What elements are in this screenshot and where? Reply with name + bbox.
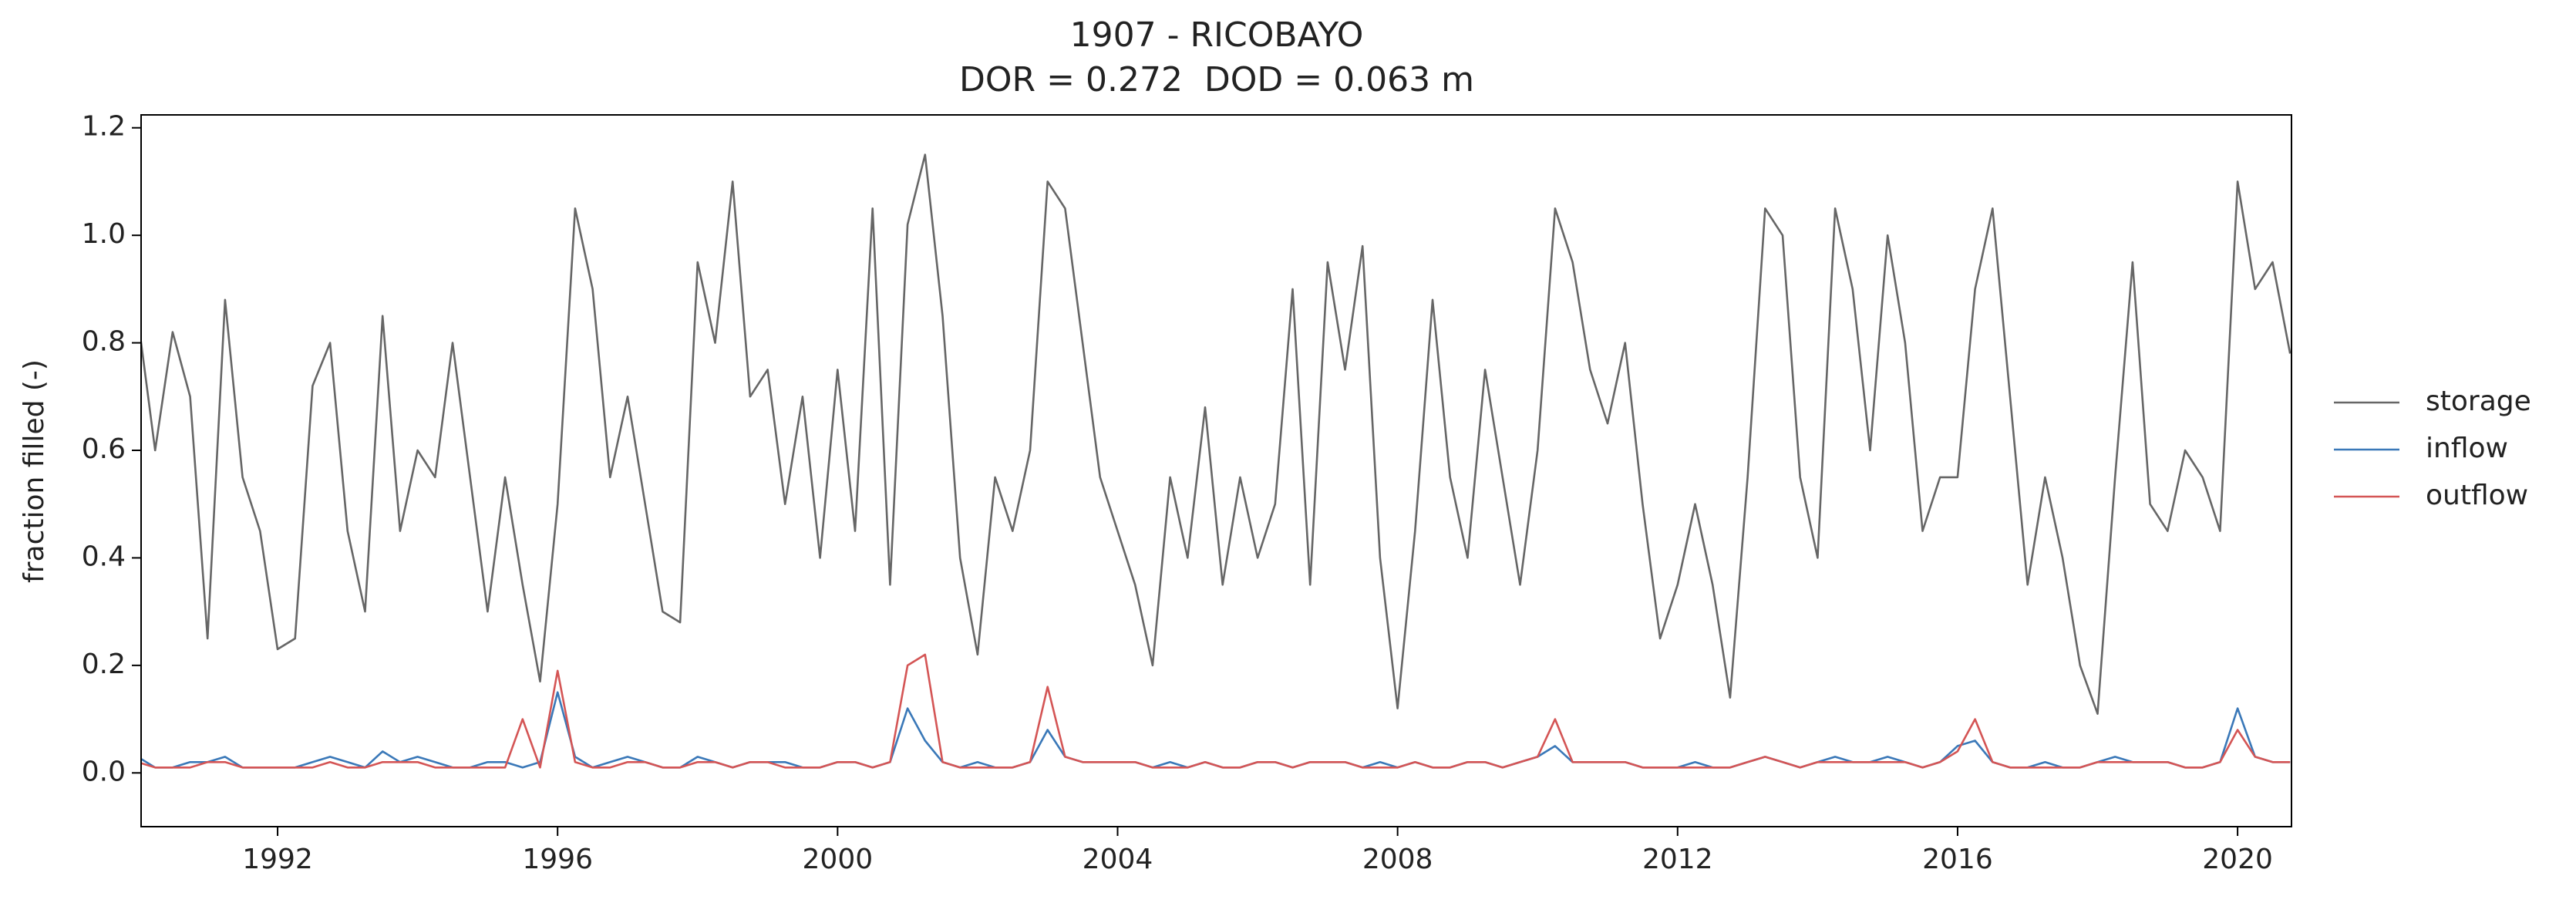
y-tick-label: 1.2 [82,111,126,143]
plot-frame [140,114,2292,827]
y-tick-label: 0.0 [82,756,126,787]
series-line [141,153,2291,715]
x-tick-label: 2012 [1642,844,1713,875]
x-tick-label: 2020 [2202,844,2273,875]
x-tick-label: 2004 [1083,844,1153,875]
y-tick-label: 0.8 [82,326,126,358]
series-line [141,653,2291,769]
x-tick-label: 2000 [803,844,874,875]
series-line [141,691,2291,769]
legend-label: inflow [2426,433,2508,464]
chart-title: 1907 - RICOBAYO [1070,15,1364,55]
chart-subtitle: DOR = 0.272 DOD = 0.063 m [959,60,1474,99]
x-tick-label: 1996 [522,844,593,875]
x-tick-label: 1992 [242,844,313,875]
x-tick-label: 2016 [1922,844,1993,875]
legend-label: storage [2426,386,2531,417]
y-tick-label: 0.6 [82,433,126,465]
y-tick-label: 0.4 [82,541,126,572]
y-tick-label: 0.2 [82,649,126,680]
y-axis-label: fraction filled (-) [19,359,50,583]
x-tick-label: 2008 [1362,844,1433,875]
legend-label: outflow [2426,480,2528,511]
y-tick-label: 1.0 [82,218,126,250]
